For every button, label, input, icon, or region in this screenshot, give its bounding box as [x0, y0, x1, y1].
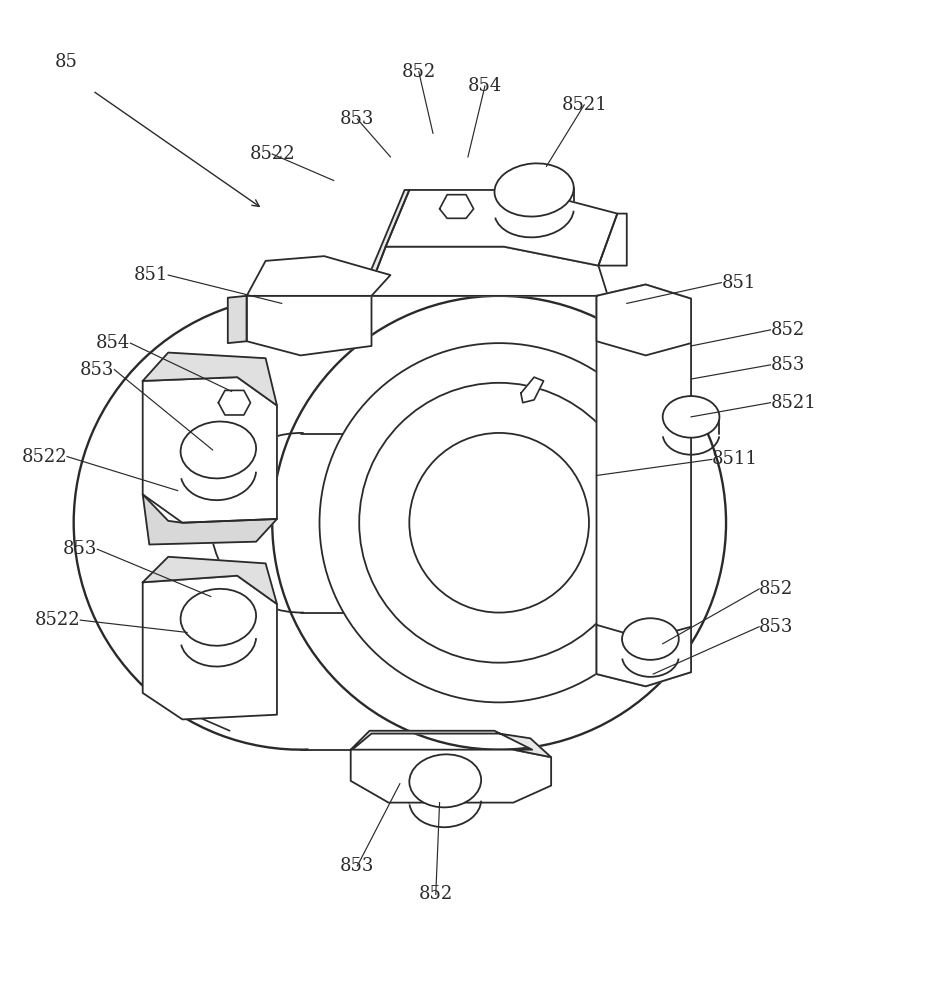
Polygon shape — [439, 195, 474, 219]
Ellipse shape — [272, 296, 726, 750]
Polygon shape — [596, 624, 691, 687]
Polygon shape — [246, 256, 391, 296]
Text: 851: 851 — [134, 266, 168, 284]
Polygon shape — [143, 557, 277, 604]
Text: 854: 854 — [468, 77, 502, 95]
Ellipse shape — [495, 164, 573, 217]
Text: 853: 853 — [770, 356, 805, 374]
Polygon shape — [143, 575, 277, 719]
Ellipse shape — [409, 433, 589, 613]
Text: 853: 853 — [340, 857, 375, 875]
Polygon shape — [596, 285, 691, 687]
Ellipse shape — [181, 589, 256, 646]
Ellipse shape — [409, 755, 481, 808]
Polygon shape — [367, 246, 608, 296]
Text: 8521: 8521 — [561, 96, 607, 114]
Polygon shape — [351, 731, 552, 757]
Ellipse shape — [359, 383, 639, 663]
Polygon shape — [386, 190, 617, 266]
Polygon shape — [596, 285, 691, 356]
Text: 8522: 8522 — [34, 611, 80, 629]
Polygon shape — [143, 494, 277, 545]
Polygon shape — [521, 377, 544, 403]
Polygon shape — [228, 296, 246, 343]
Text: 8522: 8522 — [249, 145, 295, 164]
Text: 853: 853 — [63, 540, 97, 558]
Text: 8511: 8511 — [712, 450, 758, 469]
Text: 85: 85 — [55, 53, 78, 71]
Polygon shape — [143, 353, 277, 406]
Text: 851: 851 — [721, 274, 756, 292]
Text: 852: 852 — [770, 321, 805, 339]
Text: 854: 854 — [96, 334, 130, 352]
Text: 853: 853 — [759, 618, 793, 635]
Text: 852: 852 — [418, 886, 453, 903]
Text: 853: 853 — [340, 110, 375, 128]
Polygon shape — [598, 214, 627, 266]
Ellipse shape — [320, 343, 679, 702]
Text: 853: 853 — [80, 361, 114, 378]
Text: 852: 852 — [759, 580, 793, 598]
Ellipse shape — [181, 422, 256, 479]
Text: 852: 852 — [401, 63, 436, 81]
Polygon shape — [246, 296, 372, 356]
Polygon shape — [143, 377, 277, 523]
Text: 8522: 8522 — [22, 447, 68, 466]
Polygon shape — [219, 390, 250, 415]
Ellipse shape — [622, 619, 679, 660]
Text: 8521: 8521 — [770, 394, 816, 412]
Polygon shape — [351, 750, 552, 803]
Ellipse shape — [663, 396, 719, 437]
Polygon shape — [360, 190, 409, 296]
